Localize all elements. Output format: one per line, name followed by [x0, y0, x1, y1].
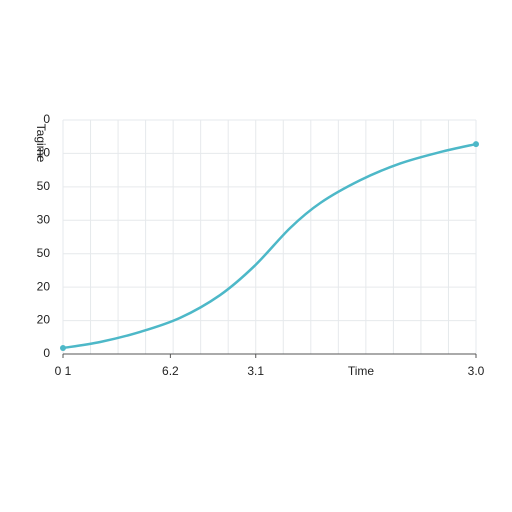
y-tick-label: 20 — [37, 313, 51, 327]
y-tick-label: 10 — [37, 146, 51, 160]
x-tick-label: 6.2 — [162, 364, 179, 378]
x-tick-label: 3.1 — [247, 364, 264, 378]
y-tick-label: 0 — [43, 112, 50, 126]
x-tick-label: 3.0 — [468, 364, 485, 378]
y-tick-label: 50 — [37, 246, 51, 260]
data-line — [62, 142, 477, 350]
x-tick-label: 0 1 — [55, 364, 72, 378]
y-tick-label: 0 — [43, 346, 50, 360]
x-axis-label: Time — [348, 364, 375, 378]
y-tick-label: 50 — [37, 179, 51, 193]
y-axis-label: Tagime — [34, 124, 48, 163]
y-tick-label: 30 — [37, 212, 51, 226]
y-tick-label: 20 — [37, 279, 51, 293]
end-point — [60, 344, 66, 351]
end-point — [473, 141, 479, 148]
